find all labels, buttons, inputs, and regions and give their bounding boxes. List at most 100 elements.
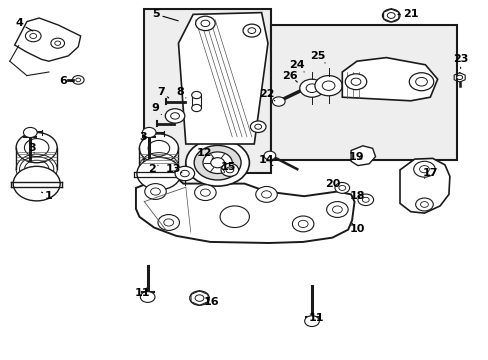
Polygon shape [136,179,354,243]
Circle shape [415,198,432,211]
Polygon shape [15,18,81,61]
Circle shape [292,216,313,232]
Text: 19: 19 [348,152,364,162]
Circle shape [30,33,37,39]
Circle shape [144,184,166,199]
Text: 21: 21 [397,9,418,19]
Circle shape [201,20,209,27]
Circle shape [195,295,203,301]
Text: 3: 3 [139,132,149,142]
Circle shape [264,151,275,160]
Bar [271,25,456,160]
Circle shape [350,78,360,85]
Circle shape [163,219,173,226]
Circle shape [225,167,233,173]
Circle shape [304,316,319,327]
Circle shape [51,38,64,48]
Circle shape [191,91,201,99]
Circle shape [170,113,179,119]
Circle shape [408,73,433,91]
Circle shape [23,127,37,138]
Circle shape [165,109,184,123]
Circle shape [220,206,249,228]
Text: 10: 10 [348,223,364,234]
Polygon shape [350,146,375,166]
Circle shape [185,139,249,186]
Circle shape [305,84,317,93]
Text: 13: 13 [165,164,182,174]
Polygon shape [342,58,437,101]
Circle shape [322,81,334,90]
Circle shape [72,76,84,84]
Circle shape [419,166,428,173]
Circle shape [338,185,345,190]
Circle shape [254,124,261,129]
Circle shape [272,97,285,106]
Text: 11: 11 [135,288,150,298]
Circle shape [386,13,394,18]
Circle shape [250,121,265,132]
Circle shape [200,189,210,196]
Text: 4: 4 [16,18,33,31]
Text: 11: 11 [308,312,324,323]
Polygon shape [178,13,267,144]
Text: 7: 7 [157,87,168,98]
Circle shape [326,202,347,217]
Circle shape [332,206,342,213]
Text: 5: 5 [152,9,178,21]
Bar [144,9,271,173]
Text: 24: 24 [289,60,305,72]
Circle shape [150,188,160,195]
Text: 17: 17 [422,168,437,178]
Circle shape [210,158,224,168]
Circle shape [76,78,81,82]
Text: 15: 15 [221,162,236,173]
Circle shape [299,79,324,97]
Circle shape [456,75,462,80]
Circle shape [345,74,366,90]
Circle shape [137,157,181,190]
Text: 18: 18 [348,191,364,201]
Text: 9: 9 [151,103,161,114]
Polygon shape [399,158,449,213]
Circle shape [13,166,60,201]
Circle shape [142,127,156,138]
Text: 14: 14 [258,155,274,166]
Circle shape [362,197,368,202]
Circle shape [357,194,373,206]
Circle shape [255,186,277,202]
Text: 25: 25 [309,51,325,63]
Text: 2: 2 [147,164,158,174]
Text: 23: 23 [452,54,468,68]
Circle shape [221,163,238,176]
Circle shape [203,152,232,174]
Circle shape [195,16,215,31]
Text: 22: 22 [258,89,274,101]
Circle shape [191,104,201,112]
Text: 20: 20 [324,179,340,189]
Circle shape [415,77,427,86]
Circle shape [247,28,255,33]
Circle shape [175,166,194,181]
Circle shape [24,139,49,157]
Circle shape [382,9,399,22]
Circle shape [148,140,169,156]
Text: 1: 1 [41,191,53,201]
Circle shape [420,202,427,207]
Circle shape [194,145,241,180]
Text: 3: 3 [28,143,36,153]
Circle shape [180,170,189,177]
Text: 8: 8 [176,87,185,98]
Circle shape [261,191,271,198]
Circle shape [413,161,434,177]
Circle shape [140,292,155,302]
Circle shape [243,24,260,37]
Circle shape [314,76,342,96]
Circle shape [16,132,57,163]
Text: 6: 6 [60,76,73,86]
Text: 16: 16 [203,297,219,307]
Circle shape [298,220,307,228]
Circle shape [158,215,179,230]
Circle shape [139,134,178,163]
Circle shape [25,30,41,42]
